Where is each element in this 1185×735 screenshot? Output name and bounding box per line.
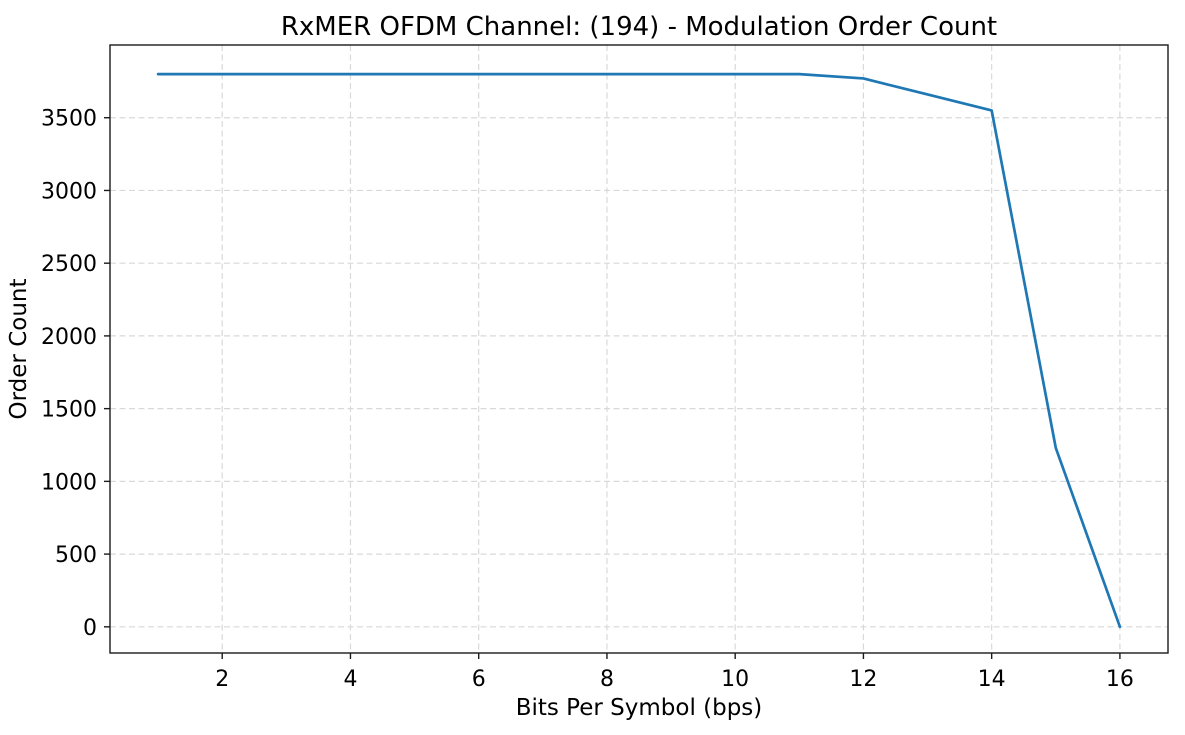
y-tick-label: 2000	[41, 325, 97, 350]
y-tick-label: 0	[83, 616, 97, 641]
gridlines	[110, 45, 1168, 653]
x-tick-label: 12	[849, 667, 877, 692]
x-tick-label: 2	[215, 667, 229, 692]
y-tick-label: 3500	[41, 107, 97, 132]
y-tick-label: 1000	[41, 470, 97, 495]
y-tick-label: 2500	[41, 252, 97, 277]
axes	[104, 44, 1169, 659]
x-tick-label: 14	[978, 667, 1006, 692]
x-tick-label: 10	[721, 667, 749, 692]
x-tick-label: 8	[600, 667, 614, 692]
y-tick-label: 3000	[41, 179, 97, 204]
plot-border	[109, 44, 1169, 654]
y-tick-label: 1500	[41, 398, 97, 423]
x-tick-label: 6	[472, 667, 486, 692]
y-axis-label: Order Count	[6, 279, 32, 420]
y-tick-label: 500	[55, 543, 97, 568]
x-tick-label: 4	[343, 667, 357, 692]
tick-labels: 2 4 6 8 10 12 14 16 0 500 1000 1500 2000 2500 3000 3500	[41, 107, 1134, 692]
data-series	[156, 72, 1122, 629]
series-line	[156, 72, 1122, 629]
x-axis-label: Bits Per Symbol (bps)	[516, 695, 763, 721]
chart-title: RxMER OFDM Channel: (194) - Modulation O…	[281, 12, 997, 42]
x-tick-label: 16	[1106, 667, 1134, 692]
